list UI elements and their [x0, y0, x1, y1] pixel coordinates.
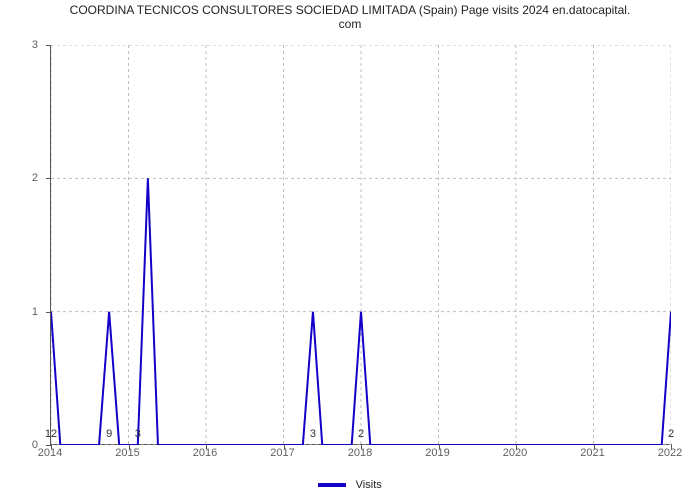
chart-title: COORDINA TECNICOS CONSULTORES SOCIEDAD L…: [0, 4, 700, 32]
x-tick-label: 2014: [38, 447, 62, 459]
x-tick-label: 2017: [270, 447, 294, 459]
chart-title-line1: COORDINA TECNICOS CONSULTORES SOCIEDAD L…: [0, 4, 700, 18]
x-axis-labels: 201420152016201720182019202020212022: [50, 445, 670, 465]
point-value-label: 12: [45, 428, 57, 440]
chart-svg: [51, 45, 671, 445]
y-tick-label: 1: [32, 306, 38, 318]
x-tick-label: 2020: [503, 447, 527, 459]
chart-container: COORDINA TECNICOS CONSULTORES SOCIEDAD L…: [0, 0, 700, 500]
chart-title-line2: com: [0, 18, 700, 32]
point-value-label: 3: [135, 428, 141, 440]
point-value-label: 2: [668, 428, 674, 440]
y-axis-labels: 0123: [0, 45, 44, 445]
x-tick-label: 2016: [193, 447, 217, 459]
plot-area: 1293322: [50, 45, 670, 445]
point-value-label: 2: [358, 428, 364, 440]
legend-label: Visits: [356, 479, 382, 491]
point-value-label: 9: [106, 428, 112, 440]
legend: Visits: [0, 476, 700, 494]
x-tick-label: 2018: [348, 447, 372, 459]
x-tick-label: 2022: [658, 447, 682, 459]
x-tick-label: 2019: [425, 447, 449, 459]
y-tick-label: 3: [32, 39, 38, 51]
x-tick-label: 2015: [115, 447, 139, 459]
y-tick-label: 2: [32, 172, 38, 184]
x-tick-label: 2021: [580, 447, 604, 459]
point-value-label: 3: [310, 428, 316, 440]
legend-swatch: [318, 483, 346, 487]
